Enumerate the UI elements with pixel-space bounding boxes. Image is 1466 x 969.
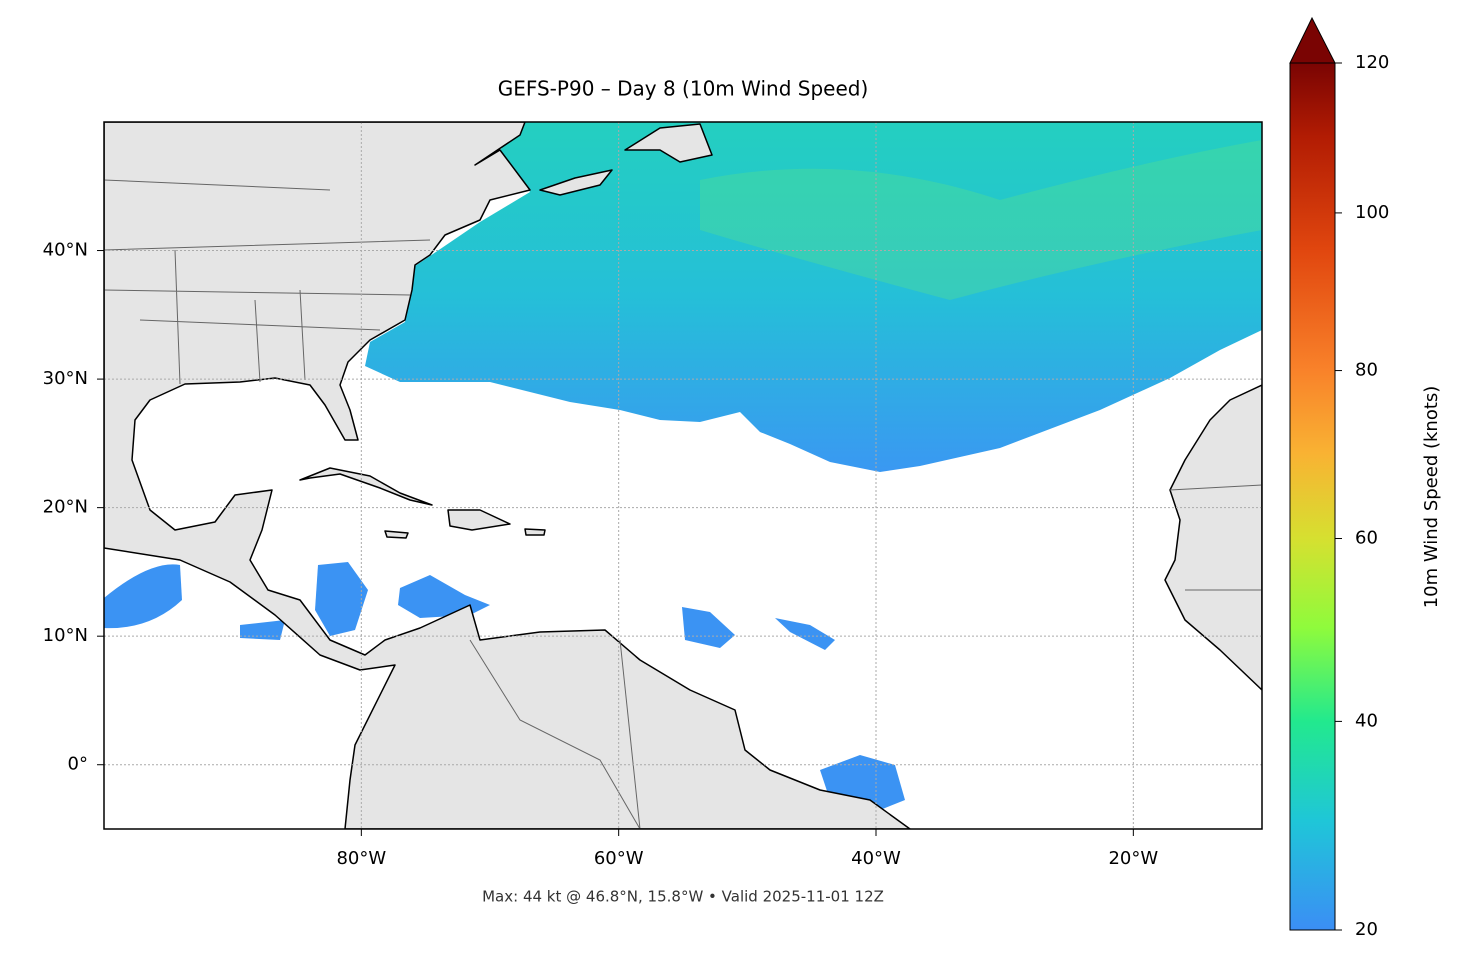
x-tick-label: 60°W	[594, 848, 644, 869]
land-jamaica	[384, 530, 409, 539]
plot-frame	[103, 121, 1263, 830]
colorbar-tick-label: 60	[1355, 528, 1378, 549]
colorbar-extend	[1289, 16, 1336, 64]
wind-field	[700, 140, 1262, 300]
y-tick-label: 10°N	[43, 625, 88, 646]
land-hispaniola	[447, 509, 511, 531]
y-tick-label: 20°N	[43, 497, 88, 518]
colorbar-tick-label: 80	[1355, 360, 1378, 381]
land-nova-scotia	[539, 169, 613, 196]
y-tick-label: 0°	[68, 754, 88, 775]
wind-field	[240, 620, 285, 640]
grid	[104, 122, 1262, 829]
footer-note: Max: 44 kt @ 46.8°N, 15.8°W • Valid 2025…	[482, 888, 884, 906]
borders	[104, 179, 1262, 829]
land-africa	[1164, 384, 1262, 691]
wind-field	[104, 564, 182, 629]
land-americas	[104, 122, 911, 829]
colorbar-tick-label: 100	[1355, 202, 1389, 223]
land-puerto-rico	[524, 528, 546, 536]
map	[104, 122, 1262, 829]
colorbar-tick-label: 20	[1355, 919, 1378, 940]
wind-field	[682, 607, 735, 648]
land-newfoundland	[624, 123, 713, 163]
y-tick-label: 30°N	[43, 368, 88, 389]
wind-field	[365, 122, 1262, 472]
y-tick-label: 40°N	[43, 240, 88, 261]
wind-field	[775, 618, 835, 650]
colorbar-tick-label: 120	[1355, 52, 1389, 73]
land-cuba	[299, 467, 433, 506]
x-tick-label: 20°W	[1108, 848, 1158, 869]
x-tick-label: 40°W	[851, 848, 901, 869]
wind-field	[315, 562, 368, 636]
chart-title: GEFS-P90 – Day 8 (10m Wind Speed)	[498, 77, 869, 101]
colorbar-tick-label: 40	[1355, 710, 1378, 731]
x-tick-label: 80°W	[336, 848, 386, 869]
colorbar-label: 10m Wind Speed (knots)	[1421, 386, 1442, 609]
colorbar	[1289, 62, 1336, 931]
